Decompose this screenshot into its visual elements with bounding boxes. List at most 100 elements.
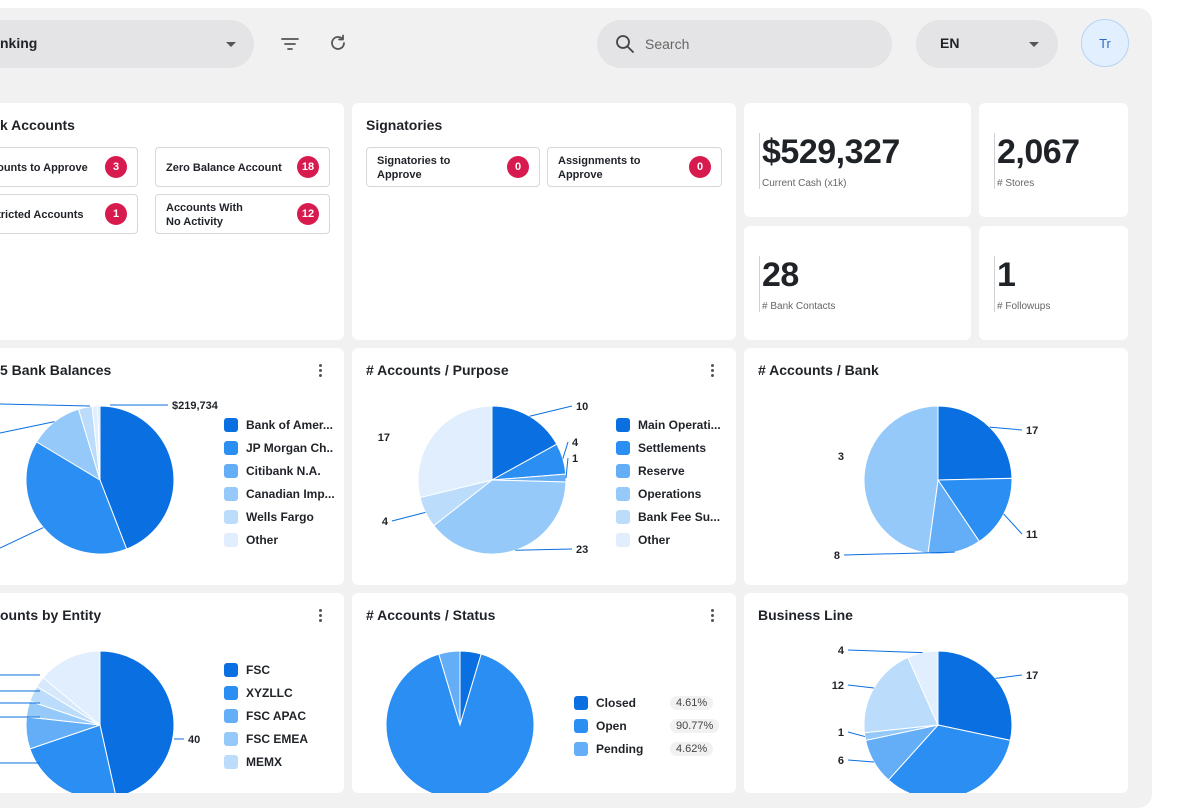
data-label: 17 bbox=[1026, 425, 1038, 437]
count-badge: 3 bbox=[105, 156, 127, 178]
data-label: 11 bbox=[1026, 529, 1038, 541]
search-input[interactable] bbox=[645, 33, 865, 55]
more-menu-icon[interactable] bbox=[314, 362, 326, 378]
avatar[interactable]: Tr bbox=[1081, 19, 1129, 67]
kpi-value: $529,327 bbox=[762, 133, 900, 171]
kpi-label: # Followups bbox=[997, 301, 1051, 312]
bank-accounts-card: k Accounts counts to Approve 3 Zero Bala… bbox=[0, 103, 344, 340]
data-label: 4 bbox=[572, 437, 579, 449]
pie-slice[interactable] bbox=[25, 441, 128, 555]
pie-chart: $219,7346,5308,2294,834 bbox=[0, 400, 219, 555]
legend-item[interactable]: Open bbox=[574, 719, 627, 733]
legend-label: Bank Fee Su... bbox=[638, 510, 721, 524]
legend-label: JP Morgan Ch.. bbox=[246, 441, 334, 455]
legend-label: Bank of Amer... bbox=[246, 418, 333, 432]
legend-item[interactable]: Main Operati... bbox=[616, 418, 721, 432]
more-menu-icon[interactable] bbox=[706, 362, 718, 378]
pie-slice[interactable] bbox=[491, 405, 558, 481]
kpi-value: 2,067 bbox=[997, 133, 1080, 171]
leader-line bbox=[515, 548, 573, 551]
leader-line bbox=[565, 457, 569, 479]
stat-accounts-to-approve[interactable]: counts to Approve 3 bbox=[0, 147, 138, 187]
pie-chart: 40 bbox=[0, 650, 200, 793]
language-select[interactable]: EN bbox=[916, 20, 1058, 68]
pie-slice[interactable] bbox=[99, 405, 175, 550]
pie-slice[interactable] bbox=[42, 650, 101, 727]
legend-item[interactable]: Other bbox=[616, 533, 670, 547]
stat-signatories-to-approve[interactable]: Signatories to Approve 0 bbox=[366, 147, 540, 187]
legend-item[interactable]: JP Morgan Ch.. bbox=[224, 441, 333, 455]
legend-item[interactable]: Reserve bbox=[616, 464, 685, 478]
chevron-down-icon bbox=[226, 42, 236, 47]
stat-accounts-no-activity[interactable]: Accounts With No Activity 12 bbox=[155, 194, 330, 234]
legend-item[interactable]: Closed bbox=[574, 696, 636, 710]
stat-label: Accounts With No Activity bbox=[166, 201, 243, 229]
pie-slice[interactable] bbox=[937, 405, 1013, 481]
legend-item[interactable]: Bank Fee Su... bbox=[616, 510, 720, 524]
legend-item[interactable]: Operations bbox=[616, 487, 701, 501]
legend-item[interactable]: FSC EMEA bbox=[224, 732, 308, 746]
pie-slice[interactable] bbox=[937, 477, 1013, 543]
legend-swatch bbox=[224, 755, 238, 769]
legend-item[interactable]: Bank of Amer... bbox=[224, 418, 333, 432]
legend-swatch bbox=[224, 487, 238, 501]
stat-restricted-accounts[interactable]: stricted Accounts 1 bbox=[0, 194, 138, 234]
refresh-icon[interactable] bbox=[326, 31, 350, 55]
legend-swatch bbox=[574, 719, 588, 733]
module-select[interactable]: nking bbox=[0, 20, 254, 68]
legend-item[interactable]: Canadian Imp... bbox=[224, 487, 335, 501]
legend-swatch bbox=[224, 686, 238, 700]
pie-slice[interactable] bbox=[863, 656, 939, 734]
kpi-value: 28 bbox=[762, 256, 799, 294]
legend-swatch bbox=[616, 510, 630, 524]
pie-slice[interactable] bbox=[907, 650, 939, 726]
legend-item[interactable]: Citibank N.A. bbox=[224, 464, 321, 478]
legend-item[interactable]: Other bbox=[224, 533, 278, 547]
pie-slice[interactable] bbox=[438, 650, 461, 726]
data-label: 4 bbox=[838, 645, 845, 657]
legend-label: Closed bbox=[596, 696, 637, 710]
leader-line bbox=[847, 759, 874, 763]
leader-line bbox=[529, 405, 573, 417]
legend-item[interactable]: XYZLLC bbox=[224, 686, 293, 700]
chart-card-accounts-purpose: # Accounts / Purpose 10 4 1 23 4 17 Main Oper… bbox=[352, 348, 736, 585]
count-badge: 0 bbox=[507, 156, 529, 178]
divider bbox=[759, 133, 760, 189]
legend-label: Wells Fargo bbox=[246, 510, 314, 524]
pie-chart: 17 11 8 3 bbox=[834, 405, 1038, 562]
data-label: $219,734 bbox=[172, 400, 219, 412]
more-menu-icon[interactable] bbox=[314, 607, 326, 623]
filter-icon[interactable] bbox=[278, 32, 302, 56]
legend-swatch bbox=[616, 533, 630, 547]
data-label: 3 bbox=[838, 451, 844, 463]
legend-item[interactable]: FSC bbox=[224, 663, 270, 677]
legend-label: Main Operati... bbox=[638, 418, 721, 432]
more-menu-icon[interactable] bbox=[706, 607, 718, 623]
legend-item[interactable]: Pending bbox=[574, 742, 643, 756]
data-label: 4 bbox=[382, 516, 389, 528]
pie-slice[interactable] bbox=[417, 405, 493, 499]
stat-assignments-to-approve[interactable]: Assignments to Approve 0 bbox=[547, 147, 722, 187]
pie-slice[interactable] bbox=[937, 650, 1013, 741]
chart-card-accounts-status: # Accounts / Status Closed Open Pending 4.6… bbox=[352, 593, 736, 793]
stat-zero-balance-account[interactable]: Zero Balance Account 18 bbox=[155, 147, 330, 187]
legend-item[interactable]: FSC APAC bbox=[224, 709, 306, 723]
legend-item[interactable]: MEMX bbox=[224, 755, 282, 769]
data-label: 40 bbox=[188, 734, 200, 746]
pie-slice[interactable] bbox=[97, 405, 101, 481]
data-label: 1 bbox=[838, 727, 844, 739]
legend-item[interactable]: Settlements bbox=[616, 441, 706, 455]
data-label: 23 bbox=[576, 544, 588, 556]
leader-line bbox=[1003, 513, 1023, 535]
leader-line bbox=[989, 426, 1023, 431]
legend-label: FSC APAC bbox=[246, 709, 306, 723]
count-badge: 18 bbox=[297, 156, 319, 178]
search-box[interactable] bbox=[597, 20, 892, 68]
pie-slice[interactable] bbox=[863, 405, 939, 554]
data-label: 6 bbox=[838, 755, 844, 767]
pie-slice[interactable] bbox=[385, 653, 535, 793]
legend-item[interactable]: Wells Fargo bbox=[224, 510, 314, 524]
data-label: 17 bbox=[1026, 670, 1038, 682]
pie-slice[interactable] bbox=[99, 650, 175, 793]
data-label: 1 bbox=[572, 453, 578, 465]
